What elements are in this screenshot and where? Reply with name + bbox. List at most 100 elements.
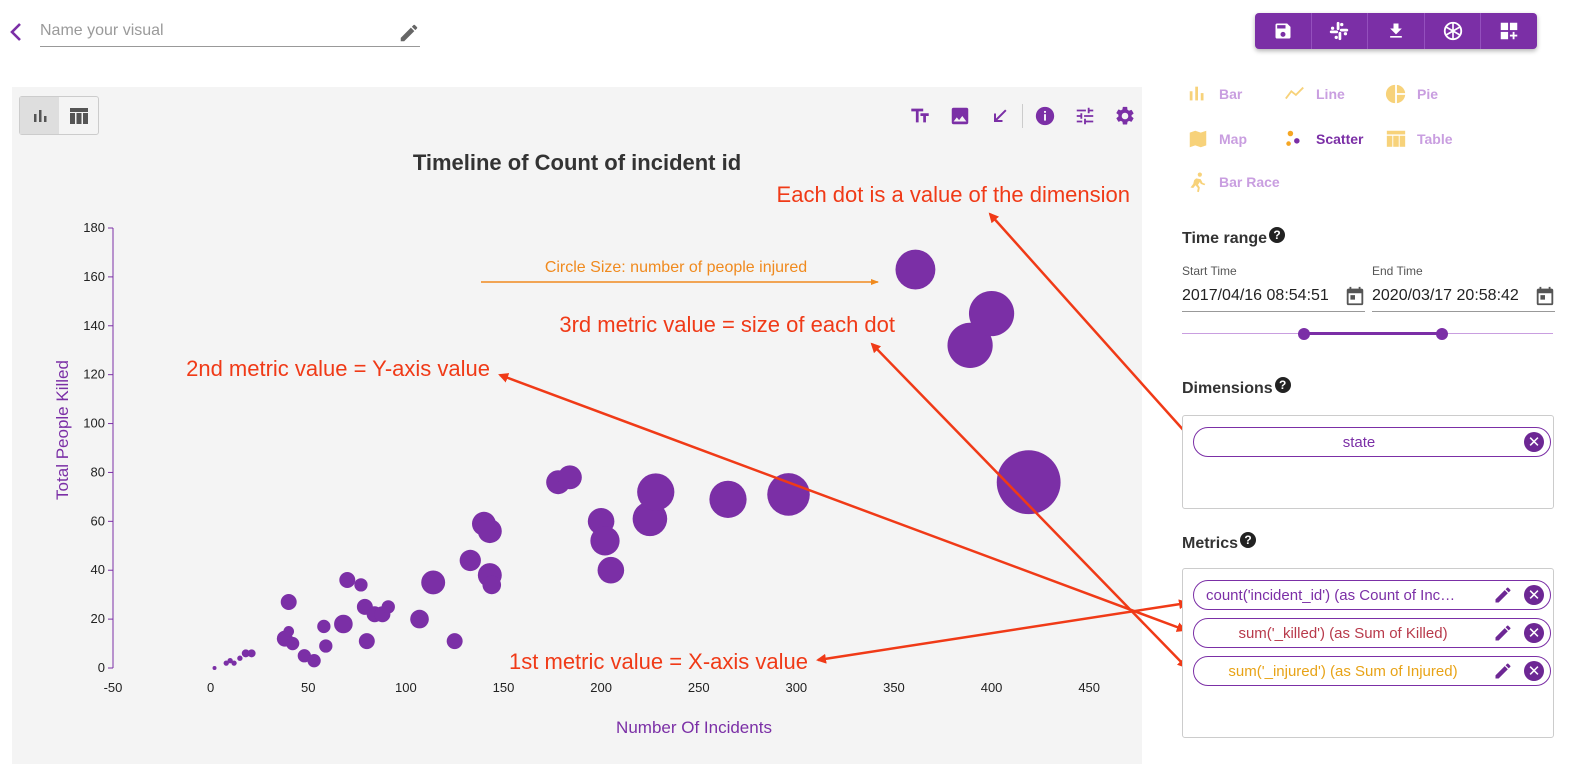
start-time-value[interactable]: 2017/04/16 08:54:51 (1182, 287, 1329, 304)
chart-view-button[interactable] (20, 97, 59, 134)
help-icon[interactable]: ? (1269, 227, 1286, 243)
chart-type-table[interactable]: Table (1385, 127, 1453, 151)
remove-dimension-icon[interactable]: ✕ (1524, 432, 1544, 452)
edit-metric-icon[interactable] (1492, 584, 1514, 606)
add-dashboard-icon (1500, 22, 1518, 40)
remove-metric-icon[interactable]: ✕ (1524, 661, 1544, 681)
data-point (285, 636, 300, 651)
dimensions-label: Dimensions (1182, 380, 1273, 397)
metric-pill-count[interactable]: count('incident_id') (as Count of Inc… ✕ (1193, 580, 1551, 610)
data-point (307, 654, 321, 668)
edit-metric-icon[interactable] (1492, 660, 1514, 682)
chart-type-scatter[interactable]: Scatter (1284, 127, 1363, 151)
gear-icon (1116, 106, 1134, 125)
text-format-button[interactable] (906, 102, 934, 130)
time-slider-start-handle[interactable] (1298, 328, 1311, 340)
metrics-label: Metrics (1182, 535, 1239, 552)
arrow-second-metric (498, 373, 1187, 632)
data-point (557, 465, 582, 490)
edit-metric-icon[interactable] (1492, 622, 1514, 644)
chart-axes: 0 20 40 60 80 100 120 140 160 180 -50 0 50 100 150 200 2… (83, 220, 1100, 695)
chart-type-line[interactable]: Line (1284, 82, 1345, 106)
remove-metric-icon[interactable]: ✕ (1524, 623, 1544, 643)
visual-name-field[interactable] (40, 18, 420, 47)
add-to-dashboard-button[interactable] (1481, 13, 1537, 49)
data-point (446, 633, 463, 650)
data-point (459, 549, 481, 572)
data-point (247, 649, 256, 658)
metric-pill-killed[interactable]: sum('_killed') (as Sum of Killed) ✕ (1193, 618, 1551, 648)
y-tick-label: 180 (83, 220, 105, 235)
info-button[interactable] (1031, 102, 1059, 130)
dimension-label: state (1342, 433, 1376, 451)
table-icon (1386, 130, 1406, 147)
edit-name-icon[interactable] (398, 22, 420, 44)
data-point (895, 249, 936, 290)
chart-type-label: Pie (1417, 86, 1439, 102)
back-arrow-icon[interactable] (6, 20, 26, 44)
image-button[interactable] (946, 102, 974, 130)
save-button[interactable] (1255, 13, 1312, 49)
tune-button[interactable] (1071, 102, 1099, 130)
help-icon[interactable]: ? (1240, 532, 1257, 548)
tune-icon (1076, 107, 1094, 125)
table-view-button[interactable] (59, 97, 98, 134)
annotation-circle-size: Circle Size: number of people injured (545, 259, 807, 276)
data-point (968, 290, 1015, 337)
data-point (283, 626, 295, 637)
x-tick-label: 300 (785, 680, 807, 695)
time-slider-end-handle[interactable] (1435, 328, 1448, 340)
end-calendar-icon[interactable] (1534, 285, 1556, 307)
y-tick-label: 120 (83, 367, 105, 382)
end-time-label: End Time (1372, 264, 1423, 278)
data-point (482, 575, 502, 595)
end-time-value[interactable]: 2020/03/17 20:58:42 (1372, 287, 1519, 304)
bar-race-icon (1190, 172, 1206, 193)
save-icon (1275, 23, 1291, 39)
remove-metric-icon[interactable]: ✕ (1524, 585, 1544, 605)
help-icon[interactable]: ? (1274, 377, 1291, 393)
start-time-label: Start Time (1182, 264, 1237, 278)
annotation-second-metric: 2nd metric value = Y-axis value (186, 356, 490, 381)
visual-name-input[interactable] (40, 18, 380, 44)
data-point (354, 578, 368, 592)
data-point (317, 619, 331, 634)
table-icon (69, 107, 88, 124)
slack-button[interactable] (1312, 13, 1369, 49)
data-point (223, 660, 229, 666)
chart-type-label: Bar Race (1219, 174, 1280, 190)
start-time-underline (1182, 311, 1365, 312)
chart-type-map[interactable]: Map (1187, 127, 1247, 151)
line-chart-icon (1285, 86, 1304, 100)
x-tick-label: 100 (395, 680, 417, 695)
chart-type-pie[interactable]: Pie (1385, 82, 1438, 106)
annotation-first-metric: 1st metric value = X-axis value (509, 649, 808, 674)
chart-type-bar-race[interactable]: Bar Race (1187, 170, 1280, 194)
view-toggle (19, 96, 99, 135)
annotation-dot-value: Each dot is a value of the dimension (777, 182, 1130, 207)
share-button[interactable] (1425, 13, 1482, 49)
visual-toolbar (1255, 13, 1537, 49)
share-icon (1443, 21, 1462, 41)
metric-label: sum('_killed') (as Sum of Killed) (1238, 624, 1448, 642)
dimensions-title: Dimensions? (1182, 377, 1291, 398)
x-tick-label: 250 (688, 680, 710, 695)
metric-pill-injured[interactable]: sum('_injured') (as Sum of Injured) ✕ (1193, 656, 1551, 686)
data-point (590, 526, 620, 556)
y-tick-label: 160 (83, 269, 105, 284)
data-point (767, 473, 810, 516)
download-button[interactable] (1368, 13, 1425, 49)
start-calendar-icon[interactable] (1344, 285, 1366, 307)
metric-label: sum('_injured') (as Sum of Injured) (1228, 662, 1458, 680)
resize-button[interactable] (986, 102, 1014, 130)
data-point (709, 480, 747, 518)
y-tick-label: 60 (91, 513, 105, 528)
chart-type-label: Scatter (1316, 131, 1364, 147)
chart-type-bar[interactable]: Bar (1187, 82, 1242, 106)
dimension-pill[interactable]: state ✕ (1193, 427, 1551, 457)
chart-tools (900, 102, 1145, 130)
arrow-third-metric (870, 342, 1188, 669)
data-point (319, 639, 333, 653)
text-size-icon (911, 108, 929, 123)
settings-button[interactable] (1111, 102, 1139, 130)
